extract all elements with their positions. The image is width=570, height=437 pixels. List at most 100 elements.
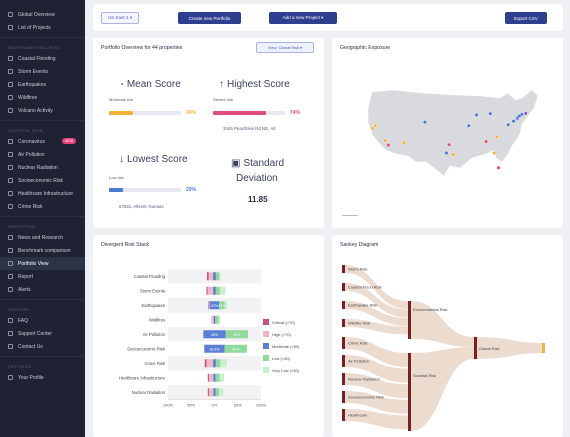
sidebar-item-alerts[interactable]: Alerts — [0, 283, 85, 296]
sidebar-item-portfolio-view[interactable]: Portfolio View — [0, 257, 85, 270]
sidebar-item-benchmark-comparison[interactable]: Benchmark comparison — [0, 244, 85, 257]
create-portfolio-button[interactable]: Create new Portfolio — [178, 12, 241, 24]
lowest-score-bar — [109, 188, 181, 192]
bar-high — [208, 373, 214, 382]
sidebar-item-volcano-activity[interactable]: Volcano Activity — [0, 104, 85, 117]
map-marker[interactable] — [466, 123, 471, 128]
map-marker[interactable] — [506, 122, 511, 127]
shield-icon — [8, 204, 13, 209]
sankey-node-left — [342, 337, 345, 349]
sankey-diagram: Storm Risk Coastal Flood Risk Earthquake R… — [342, 265, 545, 431]
map-marker[interactable] — [383, 138, 388, 143]
map-marker[interactable] — [519, 112, 524, 117]
sidebar-item-global-overview[interactable]: Global Overview — [0, 8, 85, 21]
sidebar-item-label: Portfolio View — [18, 260, 49, 267]
news-icon — [8, 235, 13, 240]
map-marker[interactable] — [451, 152, 456, 157]
sidebar-item-report[interactable]: Report — [0, 270, 85, 283]
sidebar-item-nuclear-radiation[interactable]: Nuclear Radiation — [0, 161, 85, 174]
sidebar-item-crime-risk[interactable]: Crime Risk — [0, 200, 85, 213]
bar-moderate — [213, 286, 216, 295]
map-marker[interactable] — [474, 112, 479, 117]
bar-moderate — [204, 344, 225, 353]
map-marker[interactable] — [484, 139, 489, 144]
sidebar-item-your-profile[interactable]: Your Profile — [0, 371, 85, 384]
sankey-node-left — [342, 355, 345, 367]
bar-moderate — [213, 315, 216, 324]
map-marker[interactable] — [422, 120, 427, 125]
sidebar-section-support: SUPPORT — [8, 307, 31, 312]
sidebar-section-settings: SETTINGS — [8, 364, 32, 369]
arrow-up-icon: ↑ — [219, 79, 224, 90]
map-marker[interactable] — [492, 150, 497, 155]
export-csv-button[interactable]: Export CSV — [505, 12, 547, 24]
add-project-button[interactable]: Add a new Project ▾ — [269, 12, 337, 24]
map-marker[interactable] — [511, 119, 516, 124]
divergent-risk-chart: Coastal Flooding Storm Events Earthquakes 3… — [119, 269, 300, 408]
radiation-icon — [8, 165, 13, 170]
map-marker[interactable] — [444, 150, 449, 155]
divergent-chart-title: Divergent Risk Stack — [101, 242, 150, 248]
mean-score-bar — [109, 111, 181, 115]
user-icon — [8, 375, 13, 380]
geographic-exposure-card: Geographic Exposure — [332, 38, 563, 228]
us-map[interactable] — [332, 38, 563, 228]
map-marker[interactable] — [370, 126, 375, 131]
map-marker[interactable] — [496, 165, 501, 170]
sidebar-item-label: List of Projects — [18, 24, 51, 31]
bar-low — [215, 359, 221, 368]
bar-low — [215, 315, 219, 324]
map-marker[interactable] — [447, 142, 452, 147]
category-label: Healthcare Infrastructure — [119, 375, 166, 380]
sidebar-item-label: Nuclear Radiation — [18, 164, 58, 171]
std-deviation-value: 11.85 — [248, 195, 268, 204]
sidebar-item-support-center[interactable]: Support Center — [0, 327, 85, 340]
sidebar-item-socioeconomic-risk[interactable]: Socioeconomic Risk — [0, 174, 85, 187]
sankey-link — [345, 337, 408, 367]
map-marker[interactable] — [386, 143, 391, 148]
calculator-icon: ▣ — [231, 158, 241, 169]
divergent-risk-card: Divergent Risk Stack Coastal Flooding Sto… — [93, 235, 324, 437]
sidebar-item-coronavirus[interactable]: Coronavirus NEW — [0, 135, 85, 148]
sidebar-divider — [0, 120, 85, 121]
sidebar-item-label: Global Overview — [18, 11, 55, 18]
sidebar-item-storm-events[interactable]: Storm Events — [0, 65, 85, 78]
view-risk-button[interactable]: View: Global Risk ▾ — [256, 42, 314, 53]
sidebar-item-list-of-projects[interactable]: List of Projects — [0, 21, 85, 34]
bar-low — [215, 272, 220, 281]
bar-data-label: 40% — [232, 347, 240, 351]
highest-score-pct: 74% — [290, 110, 301, 116]
sidebar-item-news-and-research[interactable]: News and Research — [0, 231, 85, 244]
bar-very-low — [218, 388, 224, 397]
map-marker[interactable] — [488, 111, 493, 116]
mean-score-bar-fill — [109, 111, 134, 115]
legend-swatch — [263, 343, 269, 349]
sidebar-item-earthquakes[interactable]: Earthquakes — [0, 78, 85, 91]
compare-icon — [8, 248, 13, 253]
sidebar-item-coastal-flooding[interactable]: Coastal Flooding — [0, 52, 85, 65]
legend-label: Moderate (>50) — [272, 344, 300, 349]
region-select[interactable]: US East 1 ▾ — [101, 12, 139, 24]
bar-high — [208, 272, 214, 281]
map-marker[interactable] — [402, 140, 407, 145]
sankey-link — [345, 283, 408, 318]
fire-icon — [8, 95, 13, 100]
sankey-node-left — [342, 409, 345, 421]
sidebar-item-air-pollution[interactable]: Air Pollution — [0, 148, 85, 161]
map-marker[interactable] — [523, 111, 528, 116]
sidebar-item-contact-us[interactable]: Contact Us — [0, 340, 85, 353]
sankey-node-label: Earthquake Risk — [348, 303, 377, 308]
sidebar-item-faq[interactable]: FAQ — [0, 314, 85, 327]
map-marker[interactable] — [373, 123, 378, 128]
sankey-node-mid — [408, 353, 411, 431]
sidebar-item-wildfires[interactable]: Wildfires — [0, 91, 85, 104]
highest-score-title: ↑ Highest Score — [219, 79, 290, 90]
sidebar-item-healthcare-infrastructure[interactable]: Healthcare Infrastructure — [0, 187, 85, 200]
us-map-shape — [367, 89, 539, 177]
sidebar-item-label: FAQ — [18, 317, 29, 324]
bar-very-low — [219, 373, 224, 382]
geo-title: Geographic Exposure — [340, 45, 391, 51]
map-marker[interactable] — [494, 134, 499, 139]
sidebar-item-label: Earthquakes — [18, 81, 47, 88]
bar-data-label: 40% — [211, 333, 219, 337]
